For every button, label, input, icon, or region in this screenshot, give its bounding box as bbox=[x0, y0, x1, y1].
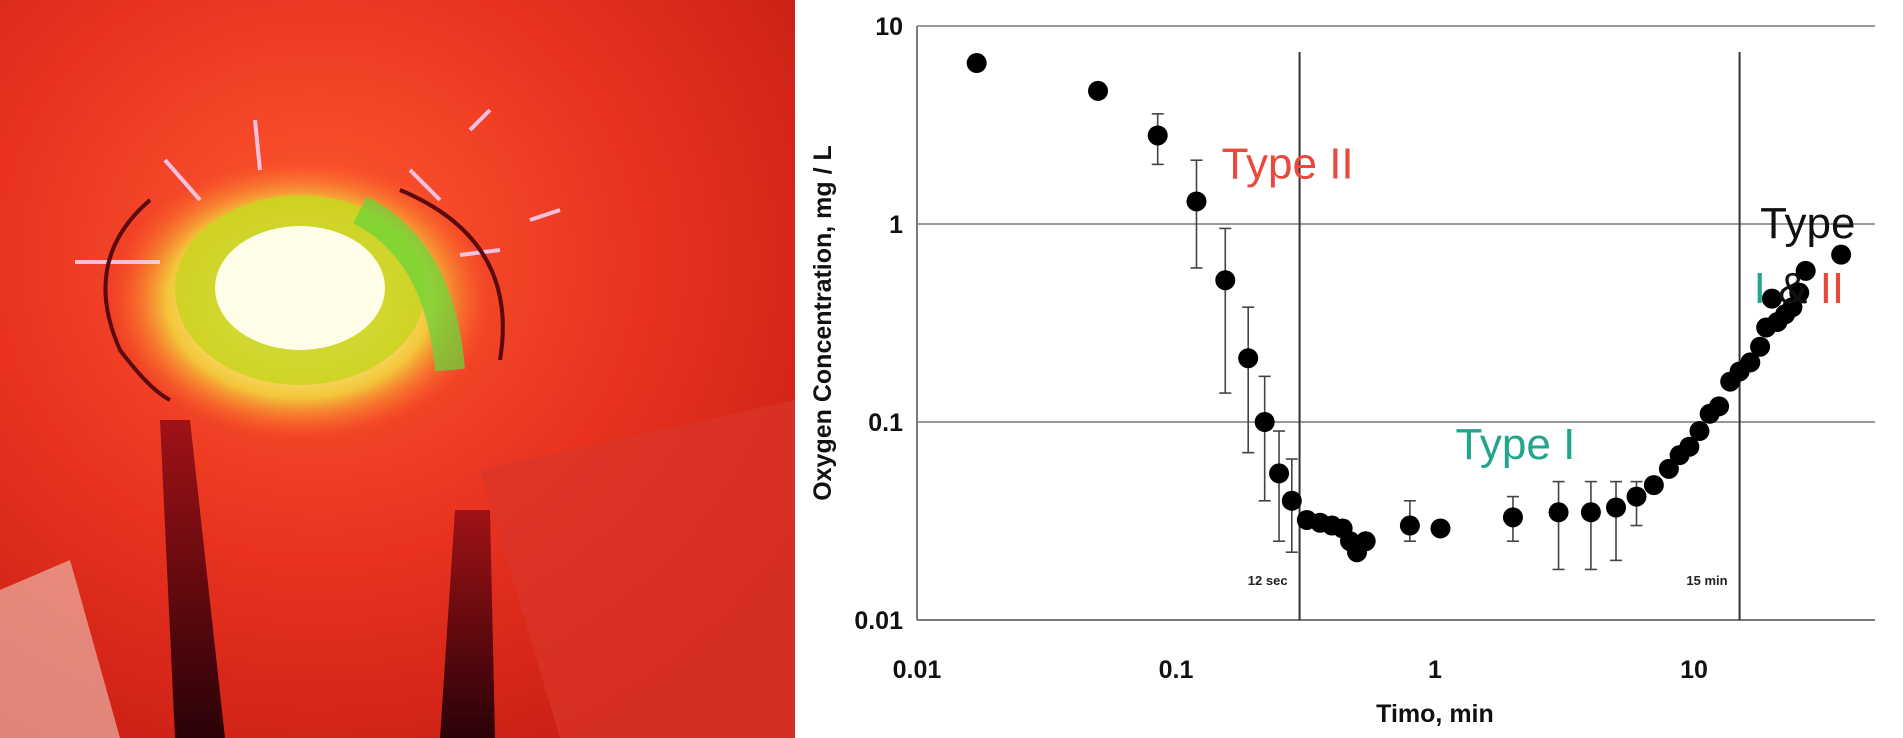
data-point bbox=[1147, 125, 1168, 146]
region-label-part: Type I bbox=[1455, 420, 1575, 469]
x-tick-label: 0.01 bbox=[893, 656, 942, 684]
data-point bbox=[1186, 191, 1207, 212]
region-label-part: Type bbox=[1760, 199, 1855, 248]
data-point bbox=[1750, 336, 1771, 357]
data-point bbox=[1254, 412, 1275, 432]
data-point bbox=[966, 53, 987, 74]
x-axis-label: Timo, min bbox=[1376, 700, 1494, 728]
photo-wire-right bbox=[399, 188, 505, 361]
data-point bbox=[1689, 421, 1710, 442]
photo-led-center bbox=[215, 226, 385, 350]
data-point bbox=[1502, 507, 1523, 528]
photo-wire-left bbox=[103, 198, 171, 402]
y-tick-label: 0.1 bbox=[868, 409, 903, 437]
region-label: I & II bbox=[1754, 264, 1844, 313]
data-point bbox=[1215, 270, 1236, 291]
data-point bbox=[1355, 531, 1376, 552]
data-point bbox=[1658, 458, 1679, 479]
region-label: Type I bbox=[1455, 420, 1575, 469]
data-point bbox=[1606, 497, 1627, 518]
region-label-part: Type II bbox=[1222, 139, 1354, 188]
oxygen-concentration-chart: 12 sec 15 min 0.01 0.1 1 10 0.01 0.1 1 10 Timo, mi… bbox=[809, 13, 1875, 728]
photo-gauze bbox=[0, 560, 120, 738]
led-oxygen-sensor-photo bbox=[0, 0, 795, 738]
data-point bbox=[1580, 502, 1601, 523]
data-point bbox=[1281, 490, 1302, 511]
data-point bbox=[1795, 260, 1816, 281]
data-point bbox=[1709, 396, 1730, 417]
photo-light-streaks bbox=[75, 108, 561, 264]
data-point bbox=[1789, 282, 1810, 303]
data-point bbox=[1643, 475, 1664, 496]
y-axis-label: Oxygen Concentration, mg / L bbox=[809, 145, 837, 501]
data-point bbox=[1088, 80, 1109, 101]
region-label: Type bbox=[1760, 199, 1855, 248]
photo-green-led bbox=[352, 196, 465, 372]
x-tick-label: 10 bbox=[1680, 656, 1708, 684]
data-point bbox=[1238, 348, 1259, 369]
y-tick-label: 1 bbox=[889, 211, 903, 239]
time-marker-label: 12 sec bbox=[1248, 573, 1288, 588]
region-label: Type II bbox=[1222, 139, 1354, 188]
data-point bbox=[1430, 518, 1451, 539]
x-tick-label: 1 bbox=[1428, 656, 1442, 684]
photo-cable-right bbox=[440, 510, 495, 738]
data-point bbox=[1548, 502, 1569, 523]
photo-drape bbox=[480, 400, 795, 738]
data-point bbox=[1399, 515, 1420, 536]
region-label-part: II bbox=[1820, 264, 1844, 313]
time-marker-label: 15 min bbox=[1686, 573, 1727, 588]
region-label-part: I bbox=[1754, 264, 1766, 313]
data-point bbox=[1679, 436, 1700, 457]
x-tick-label: 0.1 bbox=[1159, 656, 1194, 684]
data-point bbox=[1269, 463, 1290, 484]
data-point bbox=[1761, 288, 1782, 309]
y-tick-label: 10 bbox=[875, 13, 903, 41]
y-tick-label: 0.01 bbox=[854, 607, 903, 635]
data-point bbox=[1626, 486, 1647, 507]
photo-cable-left bbox=[160, 420, 225, 738]
region-label-part: & bbox=[1766, 264, 1820, 313]
data-point bbox=[1831, 244, 1852, 265]
data-point bbox=[1740, 352, 1761, 373]
